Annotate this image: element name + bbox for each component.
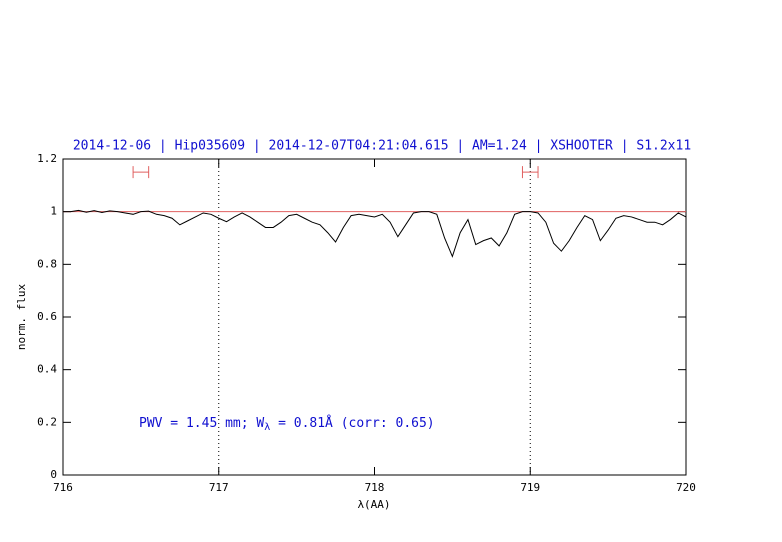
y-tick-label: 0 — [50, 468, 57, 481]
spectrum-line — [63, 209, 687, 258]
x-tick-label: 719 — [520, 481, 540, 494]
y-tick-label: 0.4 — [37, 363, 57, 376]
y-tick-label: 0.2 — [37, 415, 57, 428]
x-tick-label: 720 — [676, 481, 696, 494]
y-tick-label: 1 — [50, 205, 57, 218]
chart-title: 2014-12-06 | Hip035609 | 2014-12-07T04:2… — [73, 139, 691, 154]
x-tick-label: 717 — [209, 481, 229, 494]
y-axis-label: norm. flux — [15, 284, 28, 351]
x-tick-label: 716 — [53, 481, 73, 494]
annotation: PWV = 1.45 mm; Wλ = 0.81Å (corr: 0.65) — [139, 415, 435, 434]
y-tick-label: 0.6 — [37, 310, 57, 323]
x-tick-label: 718 — [365, 481, 385, 494]
annotation-part: PWV = 1.45 mm; W — [139, 416, 264, 431]
annotation-subscript: λ — [264, 422, 270, 433]
y-tick-label: 1.2 — [37, 152, 57, 165]
annotation-part: = 0.81Å (corr: 0.65) — [270, 415, 434, 431]
interval-marker — [521, 166, 539, 179]
x-axis-label: λ(AA) — [357, 498, 390, 511]
interval-marker — [132, 166, 150, 179]
y-tick-label: 0.8 — [37, 257, 57, 270]
